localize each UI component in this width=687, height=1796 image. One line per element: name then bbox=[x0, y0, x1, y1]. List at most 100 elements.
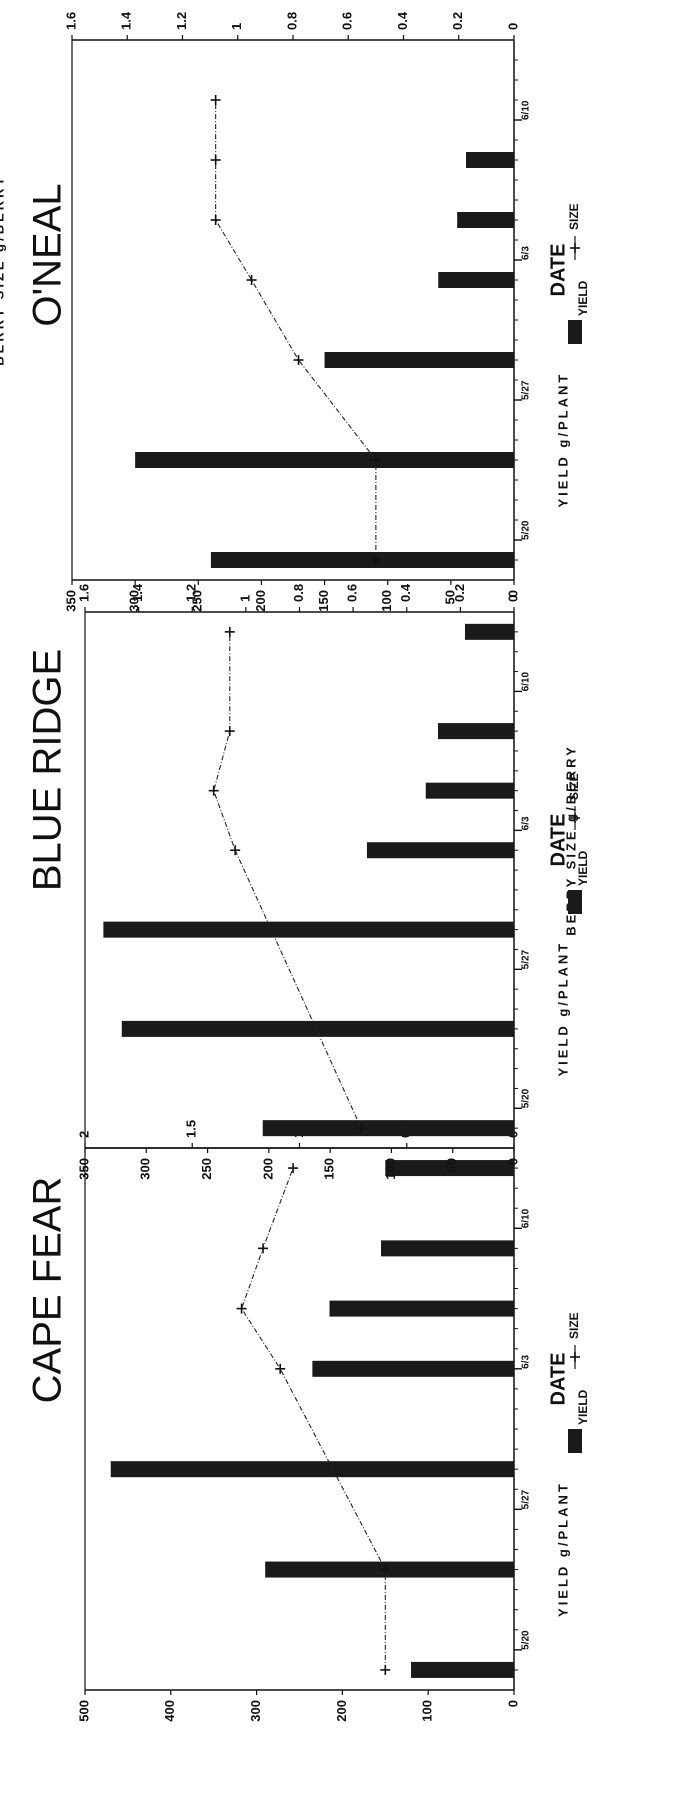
berry-size-tick-label: 1.4 bbox=[130, 583, 145, 602]
yield-tick-label: 200 bbox=[334, 1700, 349, 1722]
legend-yield-label: YIELD bbox=[576, 850, 590, 886]
yield-bar bbox=[438, 272, 514, 288]
yield-tick-label: 100 bbox=[379, 590, 394, 612]
panel-title: O'NEAL bbox=[26, 183, 70, 326]
date-tick-label: 5/27 bbox=[521, 1489, 532, 1509]
berry-size-tick-label: 0 bbox=[505, 23, 520, 30]
yield-tick-label: 50 bbox=[442, 590, 457, 604]
chart-cape-fear: 010020030040050000.511.525/205/276/36/10… bbox=[26, 1120, 591, 1722]
legend-size-marker bbox=[570, 813, 580, 823]
legend-yield-swatch bbox=[568, 320, 582, 344]
berry-size-axis-title: BERRY SIZE g/BERRY bbox=[0, 174, 6, 365]
chart-o-neal: 0 50 100 150 200 250 300 350 0 0.2 0.4 0.6 0.8 1 1.2 1.… bbox=[0, 11, 590, 612]
svg-text:YIELD g/PLANT: YIELD g/PLANT bbox=[555, 1481, 570, 1617]
date-tick-label: 5/20 bbox=[521, 1088, 532, 1108]
date-axis-title: DATE bbox=[547, 814, 569, 867]
panel-title: CAPE FEAR bbox=[26, 1177, 70, 1404]
berry-size-tick-label: 2 bbox=[76, 1131, 91, 1138]
svg-text:YIELD g/PLANT: YIELD g/PLANT bbox=[555, 941, 570, 1077]
berry-size-point bbox=[288, 1163, 299, 1174]
svg-text:BERRY SIZE g/BERRY: BERRY SIZE g/BERRY bbox=[0, 174, 6, 365]
yield-bar bbox=[121, 1020, 515, 1037]
panel-title: BLUE RIDGE bbox=[26, 649, 70, 891]
yield-tick-label: 300 bbox=[138, 1158, 153, 1180]
berry-size-point bbox=[246, 275, 257, 285]
berry-size-tick-label: 0.8 bbox=[284, 12, 299, 30]
berry-size-tick-label: 0 bbox=[505, 595, 520, 602]
date-tick-label: 5/27 bbox=[521, 949, 532, 969]
berry-size-point bbox=[230, 845, 241, 856]
yield-bar bbox=[385, 1160, 514, 1177]
yield-bar bbox=[210, 552, 514, 568]
yield-axis-title: YIELD g/PLANT bbox=[555, 372, 570, 508]
berry-size-point bbox=[208, 785, 219, 796]
legend-yield-label: YIELD bbox=[576, 1389, 590, 1425]
yield-bar bbox=[135, 452, 514, 468]
legend-size-label: SIZE bbox=[567, 203, 581, 230]
yield-tick-label: 250 bbox=[199, 1158, 214, 1180]
berry-size-tick-label: 1.4 bbox=[119, 11, 134, 30]
berry-size-line bbox=[213, 631, 362, 1129]
yield-tick-label: 100 bbox=[383, 1158, 398, 1180]
yield-tick-label: 50 bbox=[444, 1158, 459, 1172]
date-tick-label: 6/10 bbox=[521, 1208, 532, 1228]
yield-bar bbox=[466, 152, 514, 168]
berry-size-tick-label: 1.2 bbox=[184, 584, 199, 602]
berry-size-tick-label: 1.6 bbox=[63, 12, 78, 30]
yield-bar bbox=[110, 1461, 515, 1478]
berry-size-point bbox=[236, 1303, 247, 1314]
yield-bar bbox=[324, 352, 514, 368]
berry-size-point bbox=[224, 626, 235, 637]
berry-size-point bbox=[258, 1243, 269, 1254]
legend: YIELD SIZE bbox=[567, 203, 590, 344]
yield-tick-label: 200 bbox=[253, 590, 268, 612]
berry-size-tick-label: 1 bbox=[229, 23, 244, 30]
berry-size-tick-label: 0.2 bbox=[450, 12, 465, 30]
yield-tick-label: 500 bbox=[76, 1700, 91, 1722]
yield-bar bbox=[329, 1300, 514, 1317]
berry-size-point bbox=[275, 1363, 286, 1374]
berry-size-tick-label: 1.6 bbox=[76, 584, 91, 602]
yield-bar bbox=[103, 921, 514, 938]
yield-tick-label: 0 bbox=[505, 590, 520, 597]
yield-tick-label: 400 bbox=[162, 1700, 177, 1722]
legend-yield-label: YIELD bbox=[576, 280, 590, 316]
yield-bar bbox=[312, 1360, 514, 1377]
yield-bar bbox=[438, 723, 514, 740]
berry-size-point bbox=[210, 95, 221, 105]
berry-size-point bbox=[370, 555, 381, 565]
yield-tick-label: 150 bbox=[322, 1158, 337, 1180]
legend-yield-swatch bbox=[568, 890, 582, 914]
berry-size-tick-label: 0.6 bbox=[345, 584, 360, 602]
legend-size-marker bbox=[570, 1352, 580, 1362]
yield-bar bbox=[411, 1661, 514, 1678]
date-tick-label: 6/3 bbox=[521, 246, 532, 260]
legend-yield-swatch bbox=[568, 1429, 582, 1453]
yield-bar bbox=[464, 623, 514, 640]
yield-tick-label: 0 bbox=[505, 1700, 520, 1707]
berry-size-tick-label: 0.8 bbox=[291, 584, 306, 602]
date-tick-label: 5/27 bbox=[521, 380, 532, 400]
legend-size-marker bbox=[570, 243, 580, 253]
legend-size-label: SIZE bbox=[567, 773, 581, 800]
yield-tick-label: 300 bbox=[127, 590, 142, 612]
date-tick-label: 5/20 bbox=[521, 520, 532, 540]
berry-size-point bbox=[356, 1123, 367, 1134]
berry-size-tick-label: 1.5 bbox=[184, 1120, 199, 1138]
berry-size-point bbox=[293, 355, 304, 365]
berry-size-point bbox=[380, 1564, 391, 1575]
yield-tick-label: 350 bbox=[76, 1158, 91, 1180]
yield-bar bbox=[381, 1240, 514, 1257]
yield-tick-label: 350 bbox=[63, 590, 78, 612]
berry-size-tick-label: 0.2 bbox=[452, 584, 467, 602]
berry-size-axis-title: BERRY SIZE g/BERRY bbox=[563, 744, 578, 935]
date-tick-label: 6/3 bbox=[521, 1354, 532, 1368]
yield-bar bbox=[425, 782, 514, 799]
legend: YIELD SIZE bbox=[567, 773, 590, 914]
berry-size-tick-label: 1.2 bbox=[174, 12, 189, 30]
yield-axis-title: YIELD g/PLANT bbox=[555, 1481, 570, 1617]
svg-text:YIELD g/PLANT: YIELD g/PLANT bbox=[555, 372, 570, 508]
yield-tick-label: 150 bbox=[316, 590, 331, 612]
